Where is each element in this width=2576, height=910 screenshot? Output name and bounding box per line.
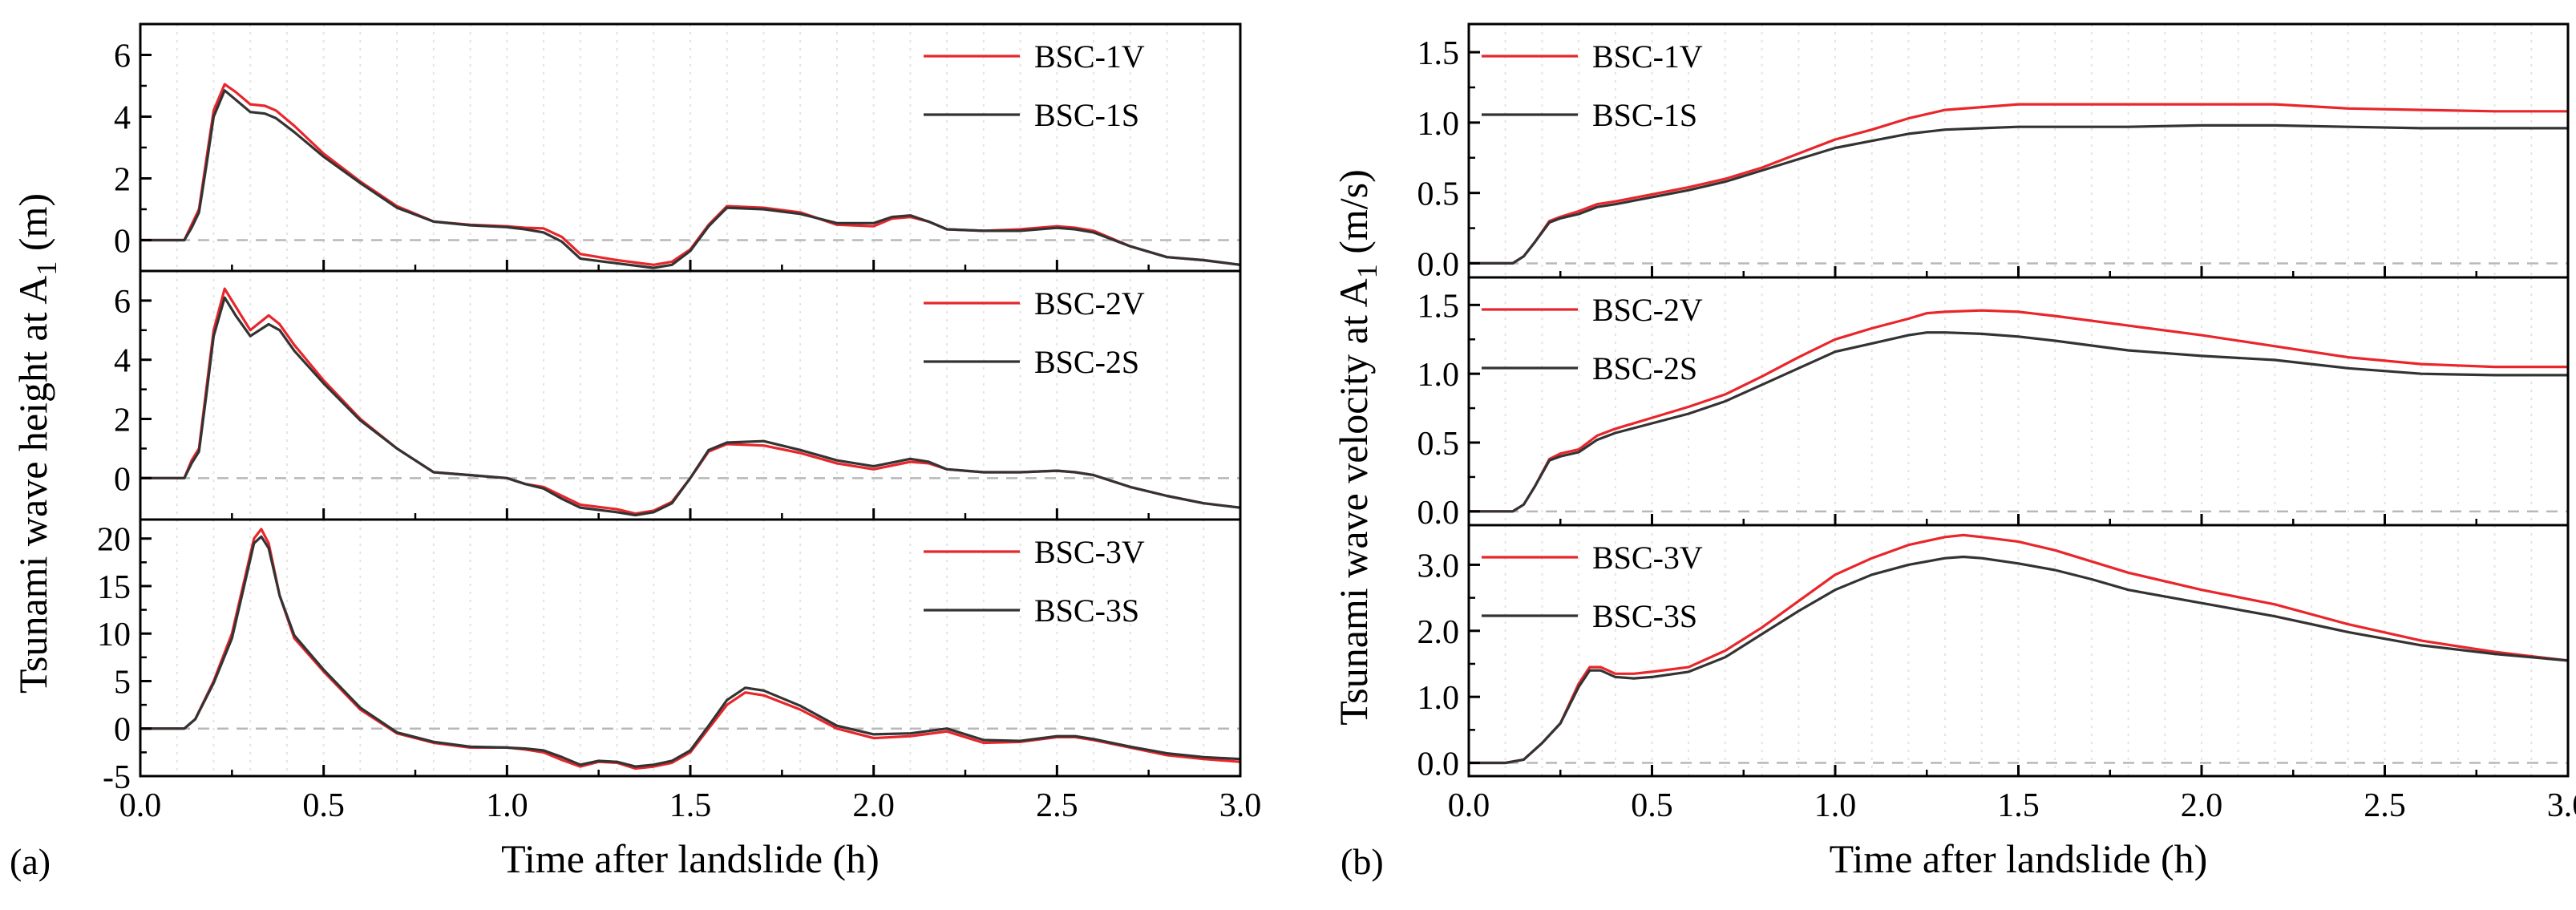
series-line-bsc-3v (1469, 533, 2569, 765)
left-y-axis-title-subscript: 1 (30, 261, 63, 276)
y-tick-label-a-1: 6 (114, 38, 131, 75)
series-line-bsc-2s (140, 296, 1241, 517)
series-line-bsc-1s (1469, 123, 2568, 265)
legend-label-bsc-1s: BSC-1S (1592, 97, 1697, 133)
series-line-bsc-1v (1469, 103, 2568, 265)
legend-b-3: BSC-3V BSC-3S (1482, 540, 1703, 634)
legend-label-bsc-1s: BSC-1S (1034, 97, 1139, 133)
y-tick-label-a-2: 0 (114, 461, 131, 498)
series-line-bsc-3s (1469, 555, 2569, 765)
y-tick-label-b-1: 1.0 (1417, 106, 1460, 143)
y-tick-label-a-2: 4 (114, 343, 131, 380)
x-axis-title-a: Time after landslide (h) (501, 836, 880, 881)
right-y-axis-title-main: Tsunami wave velocity at A (1331, 278, 1376, 725)
series-line-bsc-3s (140, 535, 1241, 768)
y-tick-label-b-2: 0.5 (1417, 426, 1460, 463)
y-tick-label-b-1: 0.0 (1417, 246, 1460, 283)
plot-a-2: 0 2 4 6 BSC-2V BSC-2S (114, 269, 1242, 521)
x-tick-label-b-3: 2.5 (2364, 787, 2406, 824)
legend-a-1: BSC-1V BSC-1S (924, 38, 1145, 133)
legend-b-2: BSC-2V BSC-2S (1482, 292, 1703, 386)
legend-label-bsc-3v: BSC-3V (1592, 540, 1703, 576)
x-tick-label-a-3: 2.5 (1036, 787, 1078, 824)
x-tick-label-b-3: 2.0 (2181, 787, 2223, 824)
left-y-axis-title-main: Tsunami wave height at A (10, 276, 55, 694)
plot-b-1: 0.0 0.5 1.0 1.5 BSC-1V BSC-1S (1417, 22, 2570, 283)
panel-tag-b: (b) (1341, 841, 1384, 882)
x-tick-label-b-3: 1.5 (1997, 787, 2040, 824)
y-tick-label-a-3: 10 (97, 617, 131, 653)
series-line-bsc-2s (1469, 331, 2568, 513)
plot-a-1: 0 2 4 6 BSC-1V BSC-1S (114, 22, 1242, 273)
y-tick-label-a-1: 2 (114, 162, 131, 199)
y-tick-label-b-1: 0.5 (1417, 176, 1460, 213)
y-tick-label-a-3: 20 (97, 522, 131, 559)
y-tick-label-b-2: 1.0 (1417, 357, 1460, 394)
legend-label-bsc-2v: BSC-2V (1592, 292, 1703, 328)
y-tick-label-b-3: 1.0 (1417, 680, 1460, 717)
y-tick-label-a-3: 0 (114, 712, 131, 749)
right-y-axis-title-unit: (m/s) (1331, 169, 1376, 264)
legend-label-bsc-3s: BSC-3S (1034, 593, 1139, 629)
plot-b-3: 0.0 1.0 2.0 3.0 0.0 0.5 1.0 1.5 2.0 2.5 3.0 Time af… (1417, 524, 2576, 881)
series-line-bsc-1s (140, 89, 1241, 269)
y-tick-label-b-2: 0.0 (1417, 495, 1460, 532)
y-tick-label-b-3: 0.0 (1417, 746, 1460, 783)
x-tick-label-a-3: 2.0 (852, 787, 895, 824)
y-tick-label-b-1: 1.5 (1417, 35, 1460, 72)
y-tick-label-a-3: -5 (103, 759, 131, 796)
x-tick-label-a-3: 0.0 (119, 787, 162, 824)
y-tick-label-a-1: 4 (114, 100, 131, 137)
y-tick-label-a-3: 5 (114, 664, 131, 701)
y-tick-label-b-3: 3.0 (1417, 548, 1460, 584)
legend-label-bsc-2v: BSC-2V (1034, 285, 1145, 322)
legend-label-bsc-3v: BSC-3V (1034, 534, 1145, 570)
legend-label-bsc-3s: BSC-3S (1592, 598, 1697, 634)
x-tick-label-a-3: 1.5 (669, 787, 712, 824)
plot-b-2: 0.0 0.5 1.0 1.5 BSC-2V BSC-2S (1417, 276, 2570, 532)
right-y-axis-title-subscript: 1 (1351, 264, 1383, 278)
legend-b-1: BSC-1V BSC-1S (1482, 38, 1703, 133)
chart-panels: 0 2 4 6 BSC-1V BSC-1S 0 2 4 6 BSC-2V BSC-2S -5 0 5 10 15… (97, 22, 2576, 881)
x-tick-label-a-3: 1.0 (486, 787, 528, 824)
legend-label-bsc-2s: BSC-2S (1592, 350, 1697, 386)
y-tick-label-b-3: 2.0 (1417, 614, 1460, 651)
series-line-bsc-2v (1469, 309, 2568, 513)
x-tick-label-b-3: 0.5 (1631, 787, 1673, 824)
y-tick-label-b-2: 1.5 (1417, 288, 1460, 325)
panel-tag-a: (a) (10, 841, 51, 882)
x-tick-label-b-3: 3.0 (2547, 787, 2576, 824)
x-tick-label-b-3: 1.0 (1814, 787, 1857, 824)
x-tick-label-a-3: 0.5 (302, 787, 345, 824)
y-tick-label-a-2: 2 (114, 402, 131, 439)
legend-label-bsc-1v: BSC-1V (1034, 38, 1145, 75)
x-tick-label-b-3: 0.0 (1448, 787, 1490, 824)
y-tick-label-a-1: 0 (114, 224, 131, 261)
legend-label-bsc-1v: BSC-1V (1592, 38, 1703, 75)
right-y-axis-title: Tsunami wave velocity at A1 (m/s) (1331, 169, 1383, 726)
x-tick-label-a-3: 3.0 (1219, 787, 1262, 824)
x-axis-title-b: Time after landslide (h) (1830, 836, 2208, 881)
left-y-axis-title: Tsunami wave height at A1 (m) (10, 193, 63, 694)
left-y-axis-title-unit: (m) (10, 193, 55, 261)
legend-a-2: BSC-2V BSC-2S (924, 285, 1145, 380)
y-tick-label-a-2: 6 (114, 284, 131, 321)
legend-label-bsc-2s: BSC-2S (1034, 344, 1139, 380)
y-tick-label-a-3: 15 (97, 569, 131, 606)
plot-a-3: -5 0 5 10 15 20 0.0 0.5 1.0 1.5 2.0 2.5 3.0 Time afte… (97, 518, 1262, 881)
legend-a-3: BSC-3V BSC-3S (924, 534, 1145, 629)
